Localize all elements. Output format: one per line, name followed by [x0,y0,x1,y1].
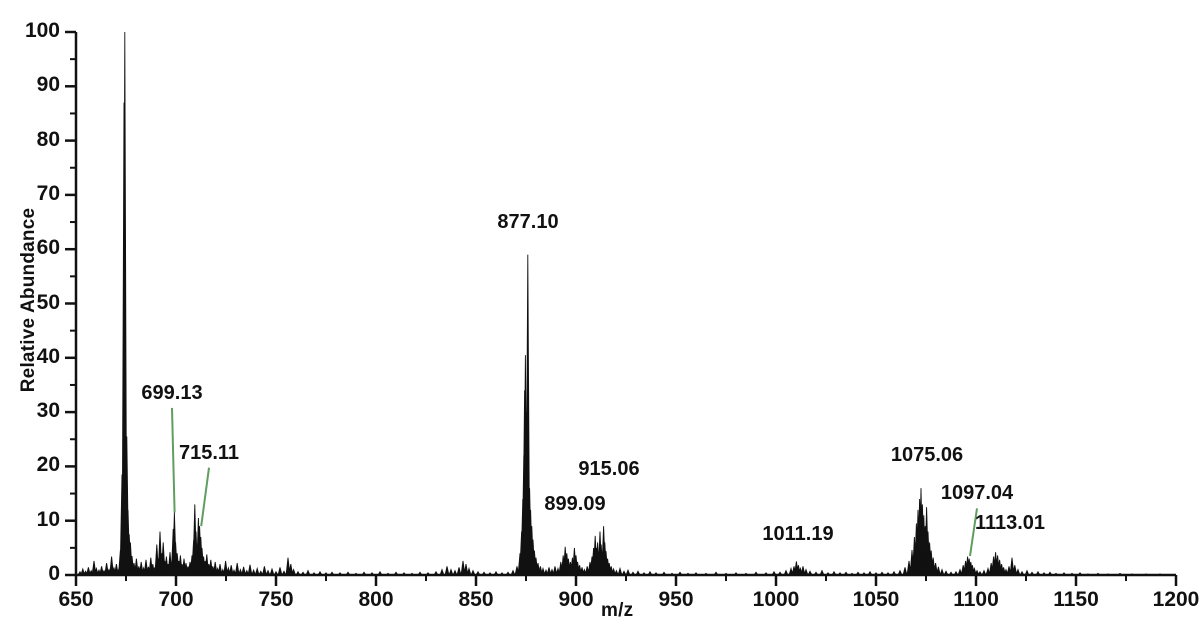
peak-label: 877.10 [497,210,559,233]
x-tick-label: 1200 [1152,588,1200,611]
peak-label: 1097.04 [940,482,1014,505]
x-tick-label: 800 [358,588,394,611]
y-tick-label: 60 [36,236,60,260]
x-tick-label: 1150 [1053,588,1099,611]
spectrum-trace [76,31,1176,576]
x-tick-label: 900 [558,588,594,611]
annotation-leader-lines [171,407,978,557]
peak-label: 715.11 [178,441,240,464]
y-tick-label: 50 [36,290,60,314]
y-tick-label: 30 [36,399,60,423]
x-tick-label: 700 [158,588,194,611]
x-tick-label: 750 [258,588,294,611]
y-tick-label: 20 [36,453,60,477]
y-tick-label: 40 [36,344,60,368]
leader-line [200,467,210,527]
y-tick-label: 90 [36,73,60,97]
peak-label: 1113.01 [974,512,1046,535]
x-tick-label: 1050 [852,588,900,611]
x-tick-label: 650 [58,588,94,611]
peak-label: 1075.06 [890,444,964,467]
peak-label: 1011.19 [762,523,834,546]
y-tick-label: 80 [36,127,60,151]
leader-line [171,407,176,513]
x-tick-label: 1100 [953,588,999,611]
x-tick-label: 1000 [752,588,800,611]
peak-label: 677.15 [69,0,189,3]
y-tick-label: 100 [24,19,60,42]
x-axis-title: m/z [601,600,634,621]
x-tick-label: 950 [658,588,694,611]
y-tick-label: 70 [36,181,60,205]
peak-label: 899.09 [544,493,606,516]
peak-label: 699.13 [141,381,203,404]
spectrum-profile [76,31,1176,576]
leader-line [969,508,978,557]
y-tick-label: 10 [36,507,60,531]
y-tick-label: 0 [48,562,60,585]
peak-label: 915.06 [578,457,640,480]
x-tick-label: 850 [458,588,494,611]
